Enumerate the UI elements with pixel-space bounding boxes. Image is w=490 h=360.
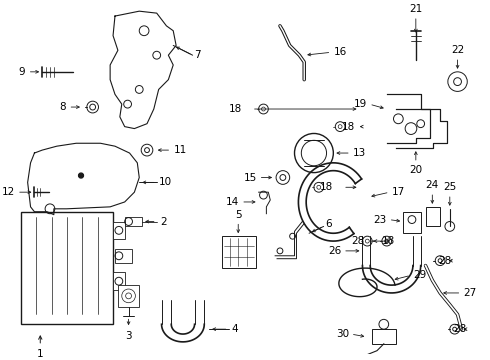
Polygon shape xyxy=(387,94,430,143)
Text: 16: 16 xyxy=(333,47,346,57)
Text: 25: 25 xyxy=(443,182,456,192)
Text: 28: 28 xyxy=(453,324,466,334)
Text: 22: 22 xyxy=(451,45,464,55)
Text: 27: 27 xyxy=(464,288,477,298)
Text: 23: 23 xyxy=(373,215,387,225)
Text: 29: 29 xyxy=(413,270,426,280)
Bar xyxy=(372,329,396,344)
Text: 1: 1 xyxy=(37,348,44,359)
Text: 28: 28 xyxy=(439,256,452,266)
Text: 30: 30 xyxy=(336,329,349,339)
Text: 3: 3 xyxy=(125,331,132,341)
Text: 13: 13 xyxy=(353,148,366,158)
Text: 28: 28 xyxy=(351,236,365,246)
Text: 20: 20 xyxy=(409,165,422,175)
Text: 18: 18 xyxy=(382,236,395,246)
Polygon shape xyxy=(396,109,447,148)
Text: 12: 12 xyxy=(2,187,15,197)
Text: 15: 15 xyxy=(244,172,257,183)
Text: 10: 10 xyxy=(159,177,172,188)
Bar xyxy=(425,207,440,226)
Bar xyxy=(113,221,124,239)
Text: 18: 18 xyxy=(320,182,333,192)
Text: 24: 24 xyxy=(426,180,439,190)
Text: 4: 4 xyxy=(231,324,238,334)
Text: 21: 21 xyxy=(409,4,422,14)
Text: 5: 5 xyxy=(235,210,242,220)
Text: 11: 11 xyxy=(174,145,188,155)
Bar xyxy=(403,212,421,233)
Bar xyxy=(118,285,139,307)
Text: 8: 8 xyxy=(59,102,66,112)
Text: 9: 9 xyxy=(18,67,24,77)
Bar xyxy=(124,217,142,226)
Text: 14: 14 xyxy=(226,197,239,207)
Polygon shape xyxy=(110,11,176,129)
Text: 26: 26 xyxy=(328,246,341,256)
Bar xyxy=(222,236,256,267)
Text: 6: 6 xyxy=(325,220,332,229)
Text: 18: 18 xyxy=(342,122,355,132)
Bar xyxy=(113,273,124,290)
Text: 2: 2 xyxy=(161,216,167,226)
Text: 18: 18 xyxy=(229,104,242,114)
Bar xyxy=(21,212,113,324)
Polygon shape xyxy=(27,143,139,215)
Text: 19: 19 xyxy=(354,99,368,109)
Circle shape xyxy=(78,173,83,178)
Text: 17: 17 xyxy=(392,187,405,197)
Text: 7: 7 xyxy=(195,50,201,60)
Bar xyxy=(115,249,132,263)
